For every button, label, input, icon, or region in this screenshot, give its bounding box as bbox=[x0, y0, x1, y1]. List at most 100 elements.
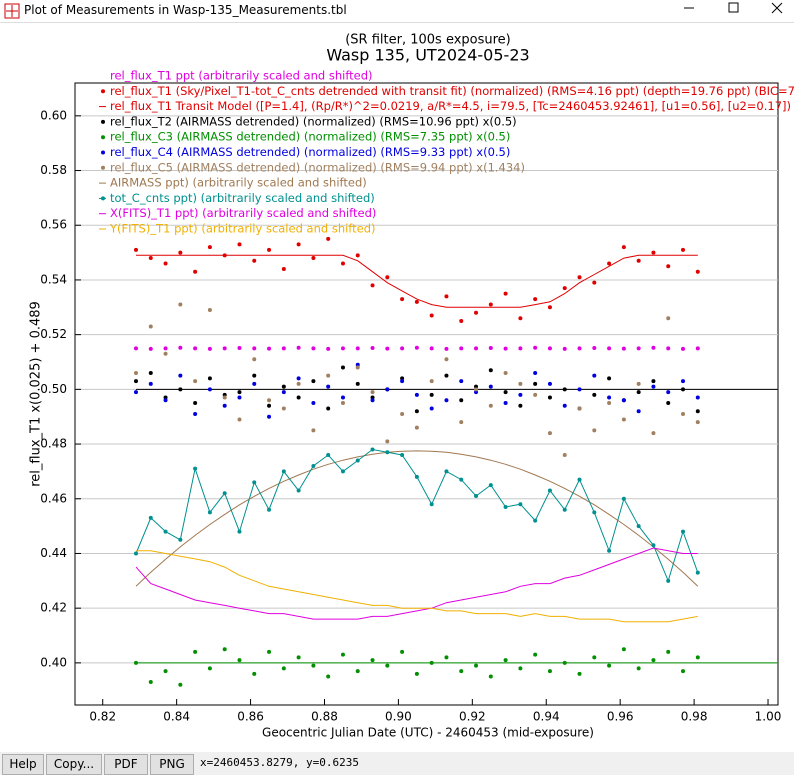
data-point bbox=[385, 387, 390, 392]
data-point bbox=[651, 379, 656, 384]
data-point bbox=[237, 529, 242, 534]
data-point bbox=[562, 660, 567, 665]
data-point bbox=[414, 671, 419, 676]
data-point bbox=[237, 390, 242, 395]
data-point bbox=[326, 236, 331, 241]
data-point bbox=[503, 346, 508, 351]
data-point bbox=[607, 395, 612, 400]
data-point bbox=[518, 666, 523, 671]
data-point bbox=[444, 357, 449, 362]
data-point bbox=[681, 346, 686, 351]
data-point bbox=[178, 537, 183, 542]
data-point bbox=[178, 345, 183, 350]
data-point bbox=[193, 649, 198, 654]
data-point bbox=[459, 420, 464, 425]
data-point bbox=[385, 450, 390, 455]
data-point bbox=[429, 313, 434, 318]
data-point bbox=[355, 458, 360, 463]
legend-entry: X(FITS)_T1 ppt) (arbitrarily scaled and … bbox=[110, 206, 376, 220]
x-tick-label: 0.82 bbox=[89, 710, 116, 724]
series-line bbox=[135, 547, 698, 620]
data-point bbox=[400, 379, 405, 384]
data-point bbox=[370, 398, 375, 403]
data-point bbox=[474, 387, 479, 392]
data-point bbox=[193, 379, 198, 384]
close[interactable] bbox=[771, 2, 783, 14]
y-tick-label: 0.48 bbox=[40, 437, 67, 451]
x-tick-label: 0.90 bbox=[385, 710, 412, 724]
data-point bbox=[326, 674, 331, 679]
data-point bbox=[207, 666, 212, 671]
data-point bbox=[355, 253, 360, 258]
data-point bbox=[414, 392, 419, 397]
help-button[interactable]: Help bbox=[2, 754, 44, 775]
pdf-button[interactable]: PDF bbox=[104, 754, 148, 775]
data-point bbox=[695, 420, 700, 425]
data-point bbox=[459, 346, 464, 351]
copy-button[interactable]: Copy... bbox=[46, 754, 102, 775]
data-point bbox=[666, 401, 671, 406]
data-point bbox=[636, 346, 641, 351]
legend-symbol bbox=[101, 119, 105, 124]
data-point bbox=[311, 346, 316, 351]
data-point bbox=[592, 346, 597, 351]
x-tick-label: 1.00 bbox=[755, 710, 782, 724]
data-point bbox=[193, 411, 198, 416]
legend-symbol bbox=[101, 89, 105, 94]
data-point bbox=[547, 395, 552, 400]
data-point bbox=[281, 390, 286, 395]
series-line bbox=[136, 550, 698, 623]
maximize[interactable] bbox=[728, 2, 739, 13]
data-point bbox=[252, 671, 257, 676]
legend-entry: tot_C_cnts ppt) (arbitrarily scaled and … bbox=[110, 191, 375, 205]
data-point bbox=[148, 381, 153, 386]
data-point bbox=[400, 346, 405, 351]
data-point bbox=[621, 245, 626, 250]
data-point bbox=[340, 395, 345, 400]
data-point bbox=[607, 401, 612, 406]
data-point bbox=[488, 368, 493, 373]
data-point bbox=[474, 384, 479, 389]
data-point bbox=[695, 346, 700, 351]
x-tick-label: 0.92 bbox=[459, 710, 486, 724]
y-tick-label: 0.44 bbox=[40, 546, 67, 560]
data-point bbox=[267, 247, 272, 252]
data-point bbox=[148, 680, 153, 685]
data-point bbox=[148, 515, 153, 520]
data-point bbox=[252, 480, 257, 485]
legend-entry: rel_flux_C4 (AIRMASS detrended) (normali… bbox=[110, 145, 510, 159]
y-tick-label: 0.56 bbox=[40, 218, 67, 232]
data-point bbox=[547, 381, 552, 386]
data-point bbox=[133, 370, 138, 375]
data-point bbox=[503, 370, 508, 375]
data-point bbox=[178, 250, 183, 255]
x-tick-label: 0.96 bbox=[607, 710, 634, 724]
y-tick-label: 0.50 bbox=[40, 382, 67, 396]
data-point bbox=[592, 428, 597, 433]
data-point bbox=[681, 379, 686, 384]
data-point bbox=[222, 253, 227, 258]
cursor-status: x=2460453.8279, y=0.6235 bbox=[200, 756, 359, 769]
data-point bbox=[296, 381, 301, 386]
data-point bbox=[621, 647, 626, 652]
data-point bbox=[592, 392, 597, 397]
data-point bbox=[695, 655, 700, 660]
data-point bbox=[267, 403, 272, 408]
x-axis-label: Geocentric Julian Date (UTC) - 2460453 (… bbox=[262, 726, 594, 740]
series-line bbox=[136, 254, 698, 308]
data-point bbox=[533, 518, 538, 523]
data-point bbox=[562, 387, 567, 392]
data-point bbox=[222, 491, 227, 496]
data-point bbox=[252, 346, 257, 351]
data-point bbox=[252, 373, 257, 378]
y-tick-label: 0.54 bbox=[40, 272, 67, 286]
data-point bbox=[370, 447, 375, 452]
data-point bbox=[651, 250, 656, 255]
data-point bbox=[577, 477, 582, 482]
data-point bbox=[607, 663, 612, 668]
png-button[interactable]: PNG bbox=[150, 754, 194, 775]
data-point bbox=[207, 387, 212, 392]
data-point bbox=[237, 346, 242, 351]
window-controls[interactable] bbox=[674, 0, 794, 22]
data-point bbox=[474, 390, 479, 395]
